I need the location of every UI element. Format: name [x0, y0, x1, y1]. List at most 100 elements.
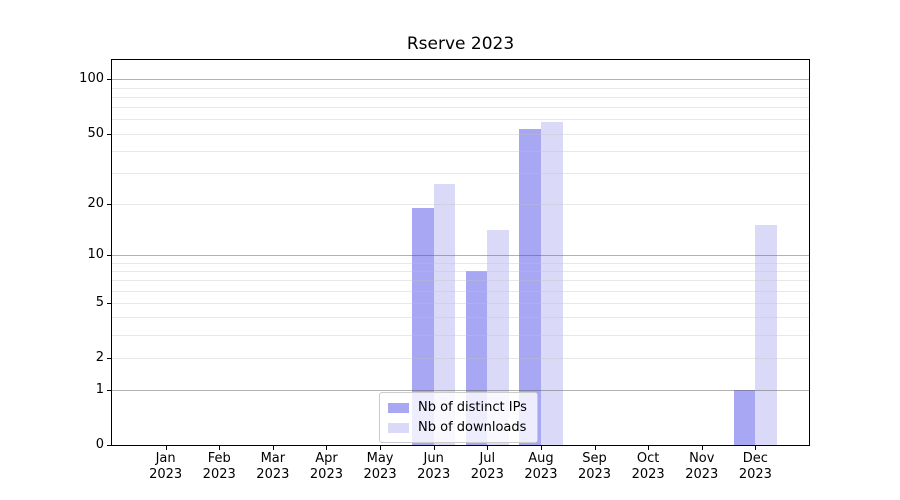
x-tick-label-mar: Mar 2023: [245, 451, 301, 483]
month-label: Dec: [742, 451, 768, 466]
minor-gridline-5: [112, 303, 809, 305]
legend: Nb of distinct IPs Nb of downloads: [379, 392, 538, 443]
legend-label-downloads: Nb of downloads: [418, 420, 527, 435]
y-tick-2: [107, 357, 111, 359]
minor-gridline-50: [112, 133, 809, 135]
month-label: Nov: [689, 451, 715, 466]
x-tick-mar: [272, 446, 274, 450]
y-tick-20: [107, 203, 111, 205]
x-tick-label-oct: Oct 2023: [620, 451, 676, 483]
year-label: 2023: [577, 467, 612, 482]
year-label: 2023: [363, 467, 397, 482]
y-tick-label-2: 2: [95, 349, 104, 365]
major-gridline-10: [112, 255, 809, 257]
x-tick-nov: [701, 446, 703, 450]
x-tick-label-sep: Sep 2023: [567, 451, 623, 483]
chart-title: Rserve 2023: [406, 34, 515, 54]
x-tick-label-jun: Jun 2023: [406, 451, 462, 483]
bar-dec-distinct-ips: [733, 390, 756, 445]
minor-gridline-6: [112, 290, 809, 292]
x-tick-label-may: May 2023: [352, 451, 408, 483]
x-tick-jun: [433, 446, 435, 450]
x-tick-label-nov: Nov 2023: [674, 451, 730, 483]
x-tick-sep: [594, 446, 596, 450]
minor-gridline-7: [112, 280, 809, 282]
y-tick-label-5: 5: [95, 295, 104, 311]
minor-gridline-90: [112, 87, 809, 89]
month-label: May: [366, 451, 394, 466]
y-tick-label-1: 1: [95, 382, 104, 398]
x-tick-label-jan: Jan 2023: [138, 451, 194, 483]
year-label: 2023: [149, 467, 183, 482]
x-tick-label-feb: Feb 2023: [191, 451, 247, 483]
y-tick-label-10: 10: [87, 247, 104, 263]
year-label: 2023: [470, 467, 504, 482]
y-tick-label-100: 100: [79, 71, 104, 87]
minor-gridline-40: [112, 150, 809, 152]
y-tick-label-20: 20: [87, 195, 104, 211]
month-label: Oct: [636, 451, 660, 466]
bar-jun-distinct-ips: [412, 207, 434, 445]
y-tick-5: [107, 303, 111, 305]
minor-gridline-3: [112, 335, 809, 337]
month-label: Aug: [528, 451, 554, 466]
year-label: 2023: [738, 467, 772, 482]
y-tick-100: [107, 79, 111, 81]
bar-jun-downloads: [433, 183, 456, 445]
y-tick-50: [107, 133, 111, 135]
plot-area: [111, 59, 810, 446]
year-label: 2023: [631, 467, 665, 482]
minor-gridline-60: [112, 119, 809, 121]
x-tick-label-apr: Apr 2023: [298, 451, 354, 483]
legend-item-downloads: Nb of downloads: [388, 419, 527, 436]
major-gridline-1: [112, 390, 809, 392]
minor-gridline-80: [112, 96, 809, 98]
x-tick-label-dec: Dec 2023: [727, 451, 783, 483]
x-tick-may: [380, 446, 382, 450]
x-tick-label-jul: Jul 2023: [459, 451, 515, 483]
x-tick-aug: [540, 446, 542, 450]
year-label: 2023: [202, 467, 236, 482]
y-tick-0: [107, 445, 111, 446]
x-tick-feb: [219, 446, 221, 450]
month-label: Mar: [260, 451, 286, 466]
x-tick-jul: [487, 446, 489, 450]
bar-aug-downloads: [540, 121, 563, 445]
x-tick-jan: [165, 446, 167, 450]
y-tick-1: [107, 390, 111, 392]
minor-gridline-4: [112, 317, 809, 319]
x-tick-apr: [326, 446, 328, 450]
bar-jul-downloads: [487, 230, 509, 445]
year-label: 2023: [685, 467, 719, 482]
year-label: 2023: [256, 467, 290, 482]
bar-dec-downloads: [755, 225, 777, 445]
year-label: 2023: [417, 467, 451, 482]
legend-item-distinct-ips: Nb of distinct IPs: [388, 399, 527, 416]
month-label: Jun: [423, 451, 444, 466]
year-label: 2023: [309, 467, 343, 482]
year-label: 2023: [524, 467, 558, 482]
month-label: Apr: [315, 451, 338, 466]
minor-gridline-70: [112, 107, 809, 109]
month-label: Sep: [582, 451, 607, 466]
legend-swatch-downloads: [388, 422, 409, 433]
bar-aug-distinct-ips: [519, 128, 541, 445]
legend-label-distinct-ips: Nb of distinct IPs: [418, 400, 527, 415]
minor-gridline-20: [112, 203, 809, 205]
x-tick-dec: [755, 446, 757, 450]
x-tick-label-aug: Aug 2023: [513, 451, 569, 483]
legend-swatch-distinct-ips: [388, 402, 409, 413]
month-label: Jul: [479, 451, 496, 466]
y-tick-label-50: 50: [87, 125, 104, 141]
x-tick-oct: [648, 446, 650, 450]
y-tick-label-0: 0: [95, 437, 104, 452]
y-tick-10: [107, 255, 111, 257]
month-label: Feb: [207, 451, 231, 466]
minor-gridline-8: [112, 270, 809, 272]
month-label: Jan: [155, 451, 176, 466]
minor-gridline-30: [112, 172, 809, 174]
minor-gridline-9: [112, 262, 809, 264]
major-gridline-100: [112, 79, 809, 81]
minor-gridline-2: [112, 357, 809, 359]
